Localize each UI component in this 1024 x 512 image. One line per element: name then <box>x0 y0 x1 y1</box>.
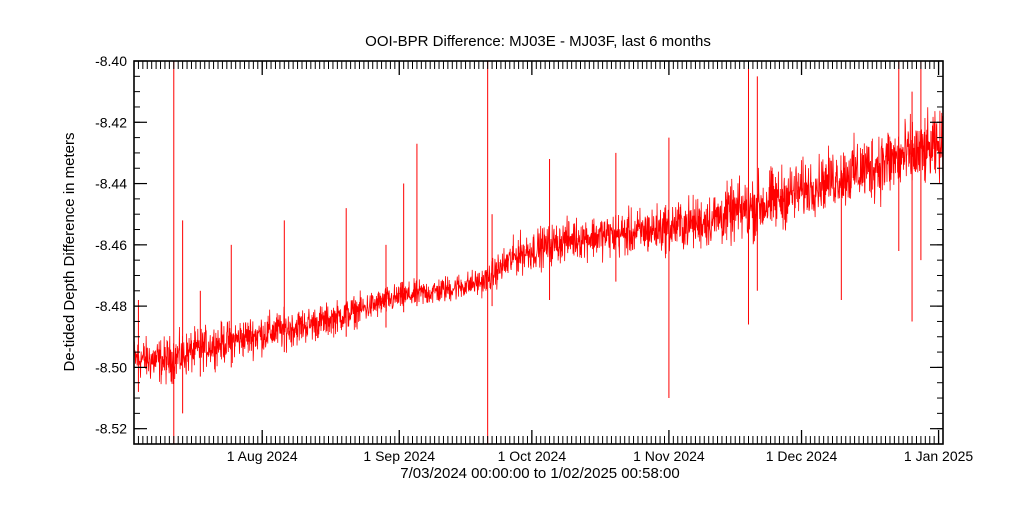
x-tick-label: 1 Aug 2024 <box>227 448 298 464</box>
x-tick-label: 1 Dec 2024 <box>766 448 838 464</box>
x-tick-label: 1 Nov 2024 <box>633 448 705 464</box>
x-tick-label: 1 Sep 2024 <box>363 448 435 464</box>
y-tick-label: -8.50 <box>95 359 127 375</box>
y-tick-label: -8.52 <box>95 421 127 437</box>
x-tick-label: 1 Oct 2024 <box>498 448 567 464</box>
y-tick-label: -8.40 <box>95 53 127 69</box>
y-tick-label: -8.46 <box>95 237 127 253</box>
series-line <box>133 107 944 385</box>
x-tick-label: 1 Jan 2025 <box>904 448 973 464</box>
plot-frame <box>133 60 944 445</box>
plot-area <box>133 60 944 445</box>
y-tick-label: -8.48 <box>95 298 127 314</box>
tick-layer <box>133 60 944 445</box>
y-tick-label: -8.44 <box>95 176 127 192</box>
y-axis-label: De-tided Depth Difference in meters <box>61 132 78 371</box>
y-tick-label: -8.42 <box>95 114 127 130</box>
x-axis-label: 7/03/2024 00:00:00 to 1/02/2025 00:58:00 <box>400 465 679 482</box>
chart-title: OOI-BPR Difference: MJ03E - MJ03F, last … <box>365 33 711 50</box>
series-layer <box>133 61 944 444</box>
